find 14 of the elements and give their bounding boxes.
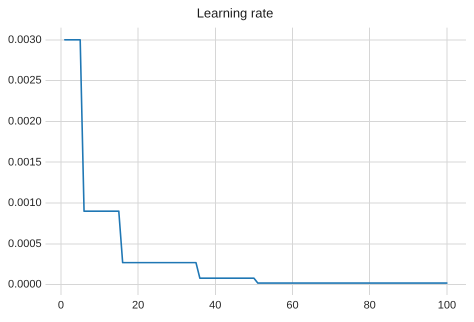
- y-tick-label: 0.0030: [8, 34, 42, 46]
- x-tick-label: 80: [364, 299, 376, 312]
- y-tick-label: 0.0005: [8, 238, 42, 250]
- y-tick-label: 0.0015: [8, 156, 42, 168]
- x-tick-label: 100: [438, 299, 456, 312]
- y-tick-label: 0.0025: [8, 74, 42, 87]
- x-tick-label: 40: [209, 299, 222, 312]
- y-tick-label: 0.0020: [8, 115, 42, 128]
- y-tick-label: 0.0010: [8, 197, 42, 210]
- x-tick-label: 60: [286, 299, 299, 312]
- x-tick-label: 20: [132, 299, 144, 312]
- chart-title: Learning rate: [196, 5, 274, 20]
- x-tick-label: 0: [58, 299, 64, 312]
- y-tick-label: 0.0000: [8, 278, 42, 291]
